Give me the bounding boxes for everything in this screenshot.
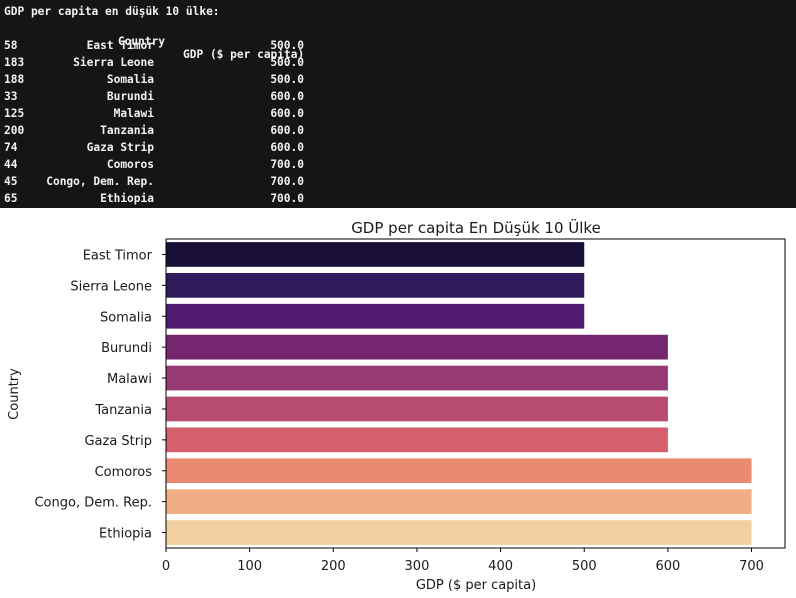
console-row: 200 Tanzania 600.0 [4,124,794,137]
y-axis-label: Country [7,368,22,420]
console-row: 74 Gaza Strip 600.0 [4,141,794,154]
console-row-country: Gaza Strip [86,141,154,154]
console-row-gdp: 500.0 [270,39,304,52]
y-tick-label: Malawi [107,372,152,387]
x-tick-label: 100 [237,559,262,574]
console-row-index: 125 [4,107,25,120]
bar [166,489,752,515]
console-row: 188 Somalia 500.0 [4,73,794,86]
x-axis-label: GDP ($ per capita) [416,578,536,593]
y-tick-label: Burundi [101,341,152,356]
y-tick-label: Comoros [95,465,153,480]
console-row: 58 East Timor 500.0 [4,39,794,52]
console-row-gdp: 700.0 [270,158,304,171]
y-tick-label: East Timor [83,248,153,263]
console-row: 44 Comoros 700.0 [4,158,794,171]
console-row-index: 45 [4,175,18,188]
plot-frame [165,238,786,549]
console-row: 65 Ethiopia 700.0 [4,192,794,205]
x-tick-label: 200 [321,559,346,574]
bar-group [166,242,752,545]
y-tick-label: Gaza Strip [84,434,152,449]
bar [166,458,752,484]
console-row-gdp: 600.0 [270,141,304,154]
x-tick-label: 700 [739,559,764,574]
console-row-index: 33 [4,90,18,103]
console-col-gdp: GDP ($ per capita) [183,48,305,61]
console-heading: GDP per capita en düşük 10 ülke: [4,5,220,18]
x-tick-label: 400 [488,559,513,574]
console-row-gdp: 700.0 [270,192,304,205]
bar [166,272,585,298]
console-row-country: Comoros [106,158,154,171]
y-tick-label: Tanzania [94,403,152,418]
console-row-index: 183 [4,56,25,69]
y-tick-label: Ethiopia [99,527,152,542]
x-tick-label: 600 [655,559,680,574]
console-row-country: Congo, Dem. Rep. [46,175,154,188]
bar [166,396,668,422]
y-tick-label: Sierra Leone [70,279,152,294]
console-row-country: East Timor [86,39,154,52]
x-tick-label: 500 [572,559,597,574]
console-row-gdp: 600.0 [270,124,304,137]
console-row: 125 Malawi 600.0 [4,107,794,120]
console-row-country: Ethiopia [100,192,154,205]
console-row-index: 188 [4,73,25,86]
console-row-index: 44 [4,158,18,171]
console-row-gdp: 600.0 [270,90,304,103]
x-axis-ticks: 0 100 200 300 400 500 600 700 [162,548,764,574]
console-row-gdp: 600.0 [270,107,304,120]
bar [166,242,585,267]
bar [166,334,668,360]
console-row-country: Tanzania [100,124,154,137]
bar [166,303,585,329]
console-row-gdp: 500.0 [270,73,304,86]
console-row: 33 Burundi 600.0 [4,90,794,103]
console-row-country: Burundi [106,90,154,103]
console-row-index: 74 [4,141,18,154]
console-row: 45 Congo, Dem. Rep. 700.0 [4,175,794,188]
y-tick-label: Congo, Dem. Rep. [34,496,152,511]
console-row-index: 65 [4,192,18,205]
console-header-row: Country GDP ($ per capita) [4,22,794,61]
bar-chart: GDP per capita En Düşük 10 Ülke East Tim… [7,218,786,593]
chart-title: GDP per capita En Düşük 10 Ülke [351,218,601,237]
console-row-country: Sierra Leone [73,56,154,69]
console-row-gdp: 500.0 [270,56,304,69]
y-tick-labels: East Timor Sierra Leone Somalia Burundi Mala… [34,248,166,542]
console-row-index: 58 [4,39,18,52]
console-row-country: Somalia [106,73,154,86]
x-tick-label: 300 [405,559,430,574]
console-output: GDP per capita en düşük 10 ülke: Country… [0,0,796,208]
bar [166,520,752,545]
bar [166,365,668,391]
console-row: 183 Sierra Leone 500.0 [4,56,794,69]
y-tick-label: Somalia [100,310,152,325]
console-row-country: Malawi [113,107,154,120]
console-col-country: Country [117,35,165,48]
bar [166,427,668,453]
console-row-index: 200 [4,124,25,137]
console-row-gdp: 700.0 [270,175,304,188]
x-tick-label: 0 [162,559,170,574]
